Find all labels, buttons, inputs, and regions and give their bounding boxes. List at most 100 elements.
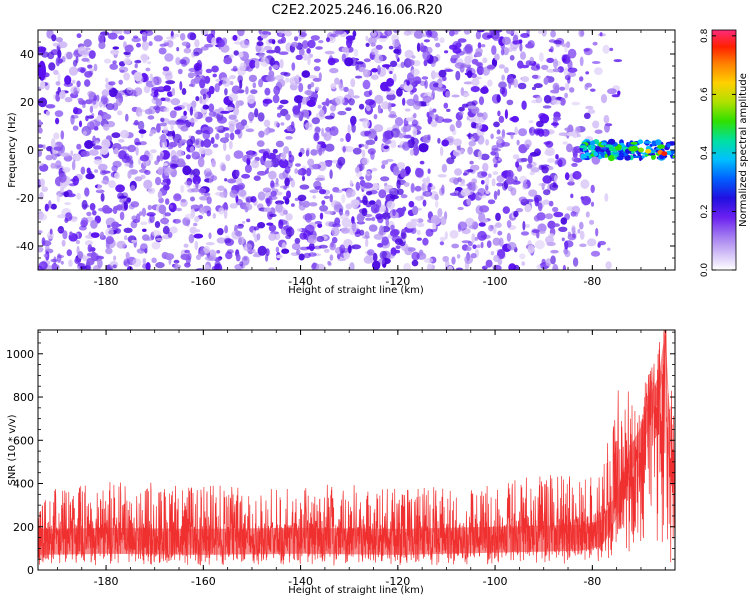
spectrogram-blob	[88, 50, 96, 59]
spectrogram-blob	[380, 176, 390, 182]
spectrogram-blob	[199, 79, 206, 89]
spectrogram-blob	[371, 167, 378, 172]
spectrogram-blob	[428, 182, 433, 188]
spectrogram-blob	[135, 146, 139, 156]
spectrogram-blob	[569, 87, 575, 93]
spectrogram-blob	[307, 55, 311, 66]
spectrogram-blob	[381, 212, 392, 220]
spectrogram-blob	[405, 117, 414, 122]
spectrogram-blob	[173, 259, 180, 264]
spectrogram-blob	[80, 166, 86, 175]
spectrogram-blob	[143, 179, 153, 190]
spectrogram-blob	[258, 52, 265, 59]
spectrogram-blob	[275, 246, 280, 253]
spectrogram-blob	[127, 266, 133, 270]
spectrogram-blob	[362, 118, 370, 129]
spectrogram-blob	[167, 120, 178, 126]
spectrogram-blob	[84, 240, 93, 246]
spectrogram-blob	[101, 89, 110, 97]
spectrogram-blob	[315, 46, 323, 50]
spectrogram-blob	[159, 122, 168, 127]
spectrogram-blob	[216, 250, 221, 254]
spectrogram-blob	[216, 237, 226, 244]
spectrogram-blob	[221, 164, 227, 172]
spectrogram-blob	[531, 74, 539, 79]
spectrogram-blob	[95, 189, 105, 194]
spectrogram-blob	[64, 212, 73, 222]
spectrogram-blob	[400, 194, 408, 199]
spectrogram-blob	[418, 143, 429, 153]
spectrogram-blob	[268, 267, 275, 270]
spectrogram-blob	[354, 231, 361, 238]
y-tick-label: 200	[13, 521, 34, 534]
spectrogram-blob	[205, 242, 215, 246]
spectrogram-blob	[307, 83, 312, 90]
spectrogram-blob	[493, 190, 498, 200]
spectrogram-blob	[496, 182, 504, 187]
spectrogram-blob	[253, 226, 260, 231]
spectrogram-blob	[256, 140, 265, 148]
spectrogram-blob	[50, 258, 58, 263]
spectrogram-blob	[530, 167, 540, 173]
spectrogram-blob	[558, 226, 568, 232]
spectrogram-blob	[578, 30, 585, 38]
spectrogram-blob	[274, 75, 284, 81]
spectrogram-blob	[547, 220, 556, 229]
spectrogram-blob	[497, 189, 501, 196]
spectrogram-blob	[453, 138, 462, 146]
spectrogram-blob	[352, 30, 357, 38]
spectrogram-blob	[113, 255, 117, 261]
spectrogram-blob	[223, 57, 233, 65]
spectrogram-blob	[107, 32, 118, 40]
spectrogram-blob	[590, 201, 595, 207]
spectrogram-blob	[401, 126, 407, 133]
spectrogram-blob	[181, 88, 187, 95]
spectrogram-blob	[553, 58, 558, 69]
spectrogram-blob	[138, 158, 142, 165]
spectrogram-blob	[563, 240, 574, 248]
spectrogram-blob	[173, 193, 182, 202]
signal-peak	[628, 146, 635, 152]
spectrogram-blob	[108, 87, 118, 98]
spectrogram-blob	[480, 180, 485, 185]
spectrogram-blob	[513, 264, 520, 270]
spectrogram-blob	[179, 139, 188, 144]
spectrogram-blob	[439, 236, 446, 242]
spectrogram-blob	[324, 115, 335, 120]
spectrogram-blob	[54, 110, 64, 117]
spectrogram-blob	[457, 206, 464, 211]
spectrogram-blob	[168, 141, 178, 148]
spectrogram-blob	[272, 148, 278, 154]
spectrogram-blob	[134, 63, 138, 69]
spectrogram-blob	[344, 57, 354, 67]
spectrogram-blob	[553, 211, 564, 218]
spectrogram-blob	[551, 184, 559, 188]
spectrogram-blob	[141, 207, 147, 217]
spectrogram-blob	[535, 129, 539, 136]
spectrogram-blob	[294, 36, 299, 42]
spectrogram-blob	[377, 65, 381, 75]
spectrogram-blob	[129, 89, 137, 97]
spectrogram-blob	[480, 241, 484, 249]
spectrogram-blob	[386, 200, 396, 210]
spectrogram-blob	[306, 246, 316, 250]
spectrogram-blob	[403, 262, 411, 270]
spectrogram-blob	[269, 213, 277, 218]
spectrogram-blob	[308, 213, 316, 221]
spectrogram-blob	[218, 207, 225, 215]
spectrogram-blob	[491, 178, 496, 187]
spectrogram-blob	[574, 211, 579, 217]
spectrogram-blob	[268, 233, 277, 241]
spectrogram-blob	[552, 119, 558, 128]
spectrogram-blob	[228, 123, 235, 133]
spectrogram-blob	[237, 189, 247, 197]
spectrogram-blob	[257, 222, 266, 229]
spectrogram-blob	[248, 74, 257, 83]
spectrogram-blob	[393, 165, 400, 175]
spectrogram-blob	[345, 203, 353, 210]
spectrogram-blob	[607, 88, 617, 95]
spectrogram-blob	[567, 233, 577, 241]
spectrogram-blob	[178, 59, 187, 65]
signal-blob	[599, 149, 605, 153]
spectrogram-blob	[93, 63, 98, 72]
